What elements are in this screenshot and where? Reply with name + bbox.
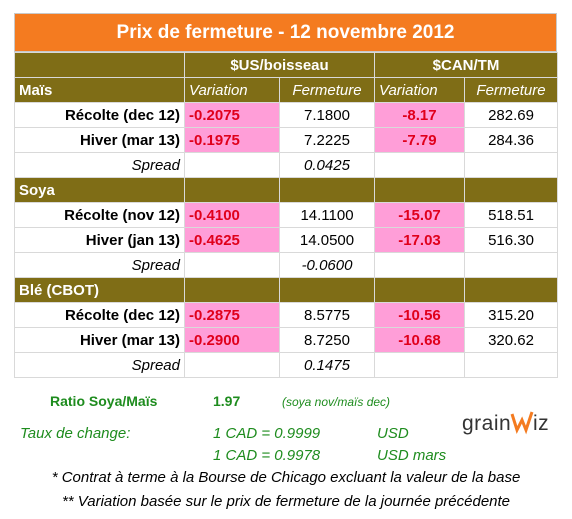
- spread-row: Spread -0.0600: [14, 252, 559, 278]
- contract-label: Récolte (dec 12): [14, 302, 185, 328]
- empty-cell: [279, 277, 375, 303]
- empty-cell: [184, 352, 280, 378]
- contract-label: Hiver (mar 13): [14, 127, 185, 153]
- usd-variation: -0.2900: [184, 327, 280, 353]
- spread-value: 0.0425: [279, 152, 375, 178]
- cad-variation: -10.56: [374, 302, 465, 328]
- empty-cell: [463, 177, 559, 203]
- variation-header: Variation: [184, 77, 280, 103]
- footnote-2: ** Variation basée sur le prix de fermet…: [61, 493, 511, 510]
- usd-variation: -0.2875: [184, 302, 280, 328]
- usd-close: 7.1800: [279, 102, 375, 128]
- section-title: Soya: [14, 177, 185, 203]
- empty-cell: [463, 352, 559, 378]
- cad-close: 284.36: [463, 127, 559, 153]
- fermeture-header: Fermeture: [463, 77, 559, 103]
- contract-label: Hiver (jan 13): [14, 227, 185, 253]
- usd-variation: -0.4625: [184, 227, 280, 253]
- spread-label: Spread: [14, 352, 185, 378]
- footnote-1: * Contrat à terme à la Bourse de Chicago…: [51, 469, 521, 486]
- empty-cell: [184, 152, 280, 178]
- svg-text:grain: grain: [462, 412, 511, 435]
- empty-cell: [184, 177, 280, 203]
- exchange-rate-2: 1 CAD = 0.9978: [213, 447, 321, 464]
- spread-row: Spread 0.0425: [14, 152, 559, 178]
- spread-value: -0.0600: [279, 252, 375, 278]
- ratio-value: 1.97: [213, 393, 241, 409]
- spread-label: Spread: [14, 252, 185, 278]
- svg-text:iz: iz: [533, 412, 549, 435]
- empty-cell: [279, 177, 375, 203]
- empty-cell: [374, 177, 465, 203]
- cad-close: 282.69: [463, 102, 559, 128]
- empty-cell: [463, 152, 559, 178]
- cad-header: $CAN/TM: [373, 52, 559, 78]
- exchange-label: Taux de change:: [20, 425, 131, 442]
- spread-label: Spread: [14, 152, 185, 178]
- empty-cell: [184, 252, 280, 278]
- empty-cell: [184, 277, 280, 303]
- cad-close: 516.30: [463, 227, 559, 253]
- spread-row: Spread 0.1475: [14, 352, 559, 378]
- cad-close: 320.62: [463, 327, 559, 353]
- contract-label: Récolte (dec 12): [14, 102, 185, 128]
- usd-close: 14.1100: [279, 202, 375, 228]
- usd-close: 7.2225: [279, 127, 375, 153]
- empty-cell: [374, 277, 465, 303]
- table-row: Hiver (mar 13) -0.1975 7.2225 -7.79 284.…: [14, 127, 559, 153]
- usd-variation: -0.1975: [184, 127, 280, 153]
- table-row: Hiver (jan 13) -0.4625 14.0500 -17.03 51…: [14, 227, 559, 253]
- usd-close: 14.0500: [279, 227, 375, 253]
- usd-close: 8.5775: [279, 302, 375, 328]
- usd-variation: -0.2075: [184, 102, 280, 128]
- table-row: Récolte (dec 12) -0.2075 7.1800 -8.17 28…: [14, 102, 559, 128]
- grainwiz-logo: grain iz: [462, 404, 552, 444]
- currency-header-row: $US/boisseau $CAN/TM: [14, 52, 559, 78]
- price-table: $US/boisseau $CAN/TM Maïs Variation Ferm…: [14, 52, 559, 378]
- cad-variation: -8.17: [374, 102, 465, 128]
- section-header-row: Blé (CBOT): [14, 277, 559, 303]
- cad-close: 518.51: [463, 202, 559, 228]
- page-title: Prix de fermeture - 12 novembre 2012: [14, 13, 557, 52]
- section-header-row: Soya: [14, 177, 559, 203]
- contract-label: Hiver (mar 13): [14, 327, 185, 353]
- empty-cell: [463, 277, 559, 303]
- table-row: Hiver (mar 13) -0.2900 8.7250 -10.68 320…: [14, 327, 559, 353]
- section-title: Blé (CBOT): [14, 277, 185, 303]
- variation-header: Variation: [374, 77, 465, 103]
- cad-variation: -17.03: [374, 227, 465, 253]
- ratio-note: (soya nov/maïs dec): [282, 395, 391, 409]
- section-header-row: Maïs Variation Fermeture Variation Ferme…: [14, 77, 559, 103]
- spread-value: 0.1475: [279, 352, 375, 378]
- section-title: Maïs: [14, 77, 185, 103]
- empty-cell: [374, 152, 465, 178]
- empty-cell: [374, 352, 465, 378]
- logo-graphic: grain iz: [462, 411, 549, 435]
- cad-variation: -7.79: [374, 127, 465, 153]
- empty-cell: [374, 252, 465, 278]
- exchange-unit-1: USD: [377, 425, 409, 442]
- corner-cell: [14, 52, 185, 78]
- table-row: Récolte (dec 12) -0.2875 8.5775 -10.56 3…: [14, 302, 559, 328]
- cad-variation: -10.68: [374, 327, 465, 353]
- exchange-rate-1: 1 CAD = 0.9999: [213, 425, 321, 442]
- usd-header: $US/boisseau: [184, 52, 375, 78]
- usd-close: 8.7250: [279, 327, 375, 353]
- exchange-unit-2: USD mars: [377, 447, 447, 464]
- fermeture-header: Fermeture: [279, 77, 375, 103]
- table-row: Récolte (nov 12) -0.4100 14.1100 -15.07 …: [14, 202, 559, 228]
- contract-label: Récolte (nov 12): [14, 202, 185, 228]
- cad-variation: -15.07: [374, 202, 465, 228]
- empty-cell: [463, 252, 559, 278]
- cad-close: 315.20: [463, 302, 559, 328]
- usd-variation: -0.4100: [184, 202, 280, 228]
- ratio-label: Ratio Soya/Maïs: [50, 393, 158, 409]
